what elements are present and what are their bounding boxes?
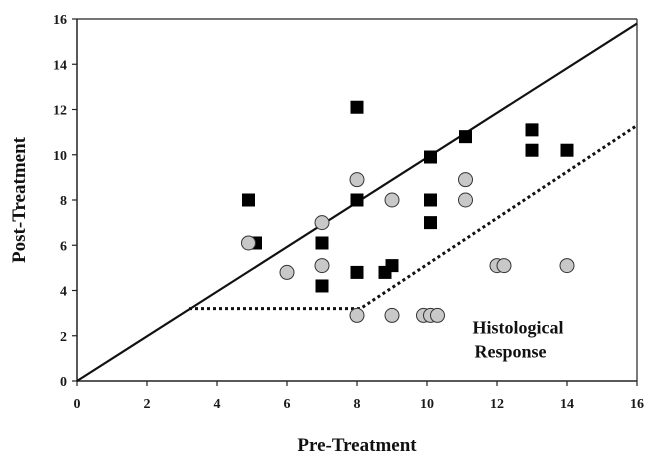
x-tick-label: 12 [490,397,504,412]
circle-point [559,258,575,274]
square-point [424,216,437,230]
circle-point [314,215,330,231]
ticks: 0 2 4 6 8 10 12 14 16 0 2 4 6 8 10 12 14 16 [53,13,644,412]
y-tick-label: 16 [53,13,67,28]
circle-point [314,258,330,274]
circle-point [349,172,365,188]
square-point [315,236,329,250]
x-tick-label: 2 [144,397,151,412]
response-threshold-line [189,124,638,311]
square-point [424,193,437,207]
square-point [385,259,399,273]
x-tick-label: 4 [214,397,221,412]
y-tick-label: 4 [60,285,67,300]
square-point [424,150,437,164]
square-point [350,265,364,279]
x-tick-label: 16 [630,397,644,412]
histological-response-annotation: Histological Response [473,317,564,361]
annotations: Histological Response [473,317,564,361]
circle-point [349,307,365,323]
square-point [525,143,539,157]
circle-point [458,192,473,208]
y-tick-label: 8 [60,194,67,209]
x-axis-label: Pre-Treatment [297,435,417,456]
square-point [525,123,539,137]
data-points [241,100,575,323]
y-tick-label: 12 [53,104,67,119]
y-tick-label: 14 [53,58,67,73]
y-tick-label: 2 [60,330,67,345]
y-axis-label: Post-Treatment [9,136,30,263]
y-tick-label: 0 [60,375,67,390]
square-point [242,193,255,207]
square-point [350,193,364,207]
circle-point [430,307,445,323]
circle-point [384,307,400,323]
x-tick-label: 6 [284,397,291,412]
circle-point [384,192,400,208]
square-point [560,143,574,157]
square-point [459,130,472,144]
circle-point [458,172,473,188]
x-tick-label: 8 [354,397,361,412]
circle-point [279,264,295,280]
circle-point [496,258,512,274]
x-tick-label: 0 [74,397,81,412]
y-tick-label: 6 [60,239,67,254]
square-point [350,100,364,114]
y-tick-label: 10 [53,149,67,164]
square-point [315,279,329,293]
x-tick-label: 14 [560,397,574,412]
x-tick-label: 10 [420,397,434,412]
circle-point [241,235,256,251]
